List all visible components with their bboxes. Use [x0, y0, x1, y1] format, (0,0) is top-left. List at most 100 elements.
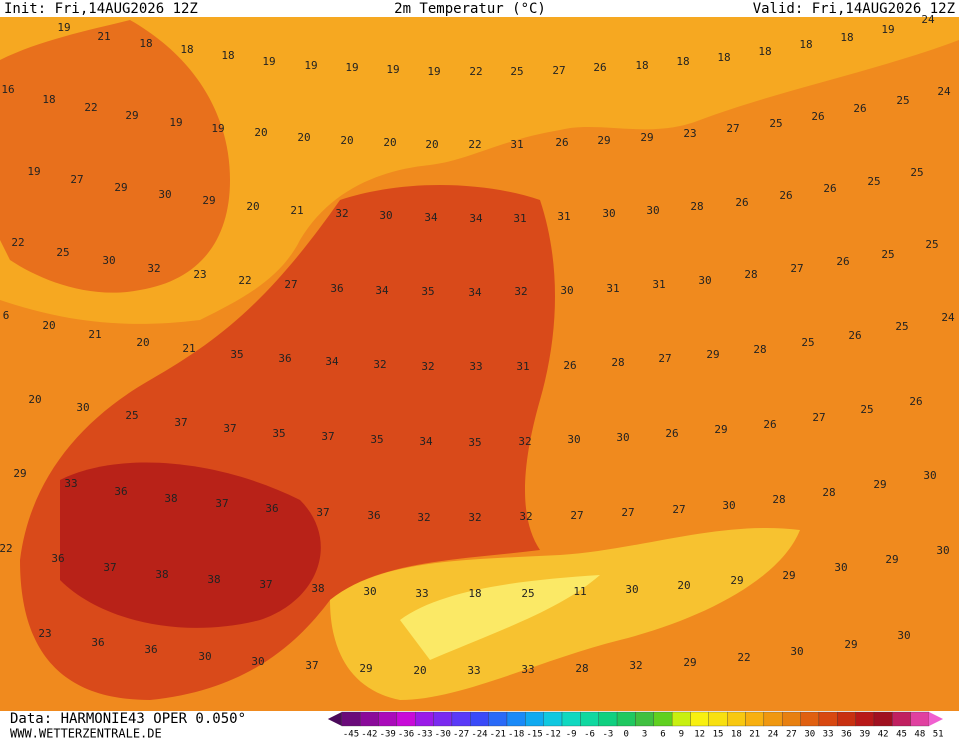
temperature-label: 26 [848, 329, 861, 342]
colorbar-box [653, 711, 673, 727]
temperature-label: 30 [897, 629, 910, 642]
temperature-label: 37 [223, 422, 236, 435]
temperature-label: 30 [602, 207, 615, 220]
britain [0, 20, 230, 293]
temperature-label: 37 [259, 578, 272, 591]
temperature-label: 20 [136, 336, 149, 349]
temperature-label: 37 [305, 659, 318, 672]
temperature-label: 31 [516, 360, 529, 373]
temperature-label: 26 [836, 255, 849, 268]
colorbar-box [341, 711, 361, 727]
temperature-label: 18 [139, 37, 152, 50]
temperature-label: 18 [676, 55, 689, 68]
temperature-label: 25 [56, 246, 69, 259]
colorbar-label: 39 [859, 730, 870, 740]
temperature-label: 37 [316, 506, 329, 519]
temperature-label: 30 [560, 284, 573, 297]
temperature-label: 28 [611, 356, 624, 369]
temperature-label: 18 [840, 31, 853, 44]
temperature-label: 36 [51, 552, 64, 565]
temperature-label: 25 [860, 403, 873, 416]
temperature-label: 30 [646, 204, 659, 217]
temperature-label: 30 [102, 254, 115, 267]
temperature-label: 26 [563, 359, 576, 372]
colorbar-box [708, 711, 728, 727]
temperature-label: 27 [672, 503, 685, 516]
temperature-label: 34 [424, 211, 438, 224]
colorbar-label: 9 [679, 730, 684, 740]
temperature-label: 24 [941, 311, 955, 324]
temperature-label: 26 [811, 110, 824, 123]
temperature-label: 34 [468, 286, 482, 299]
temperature-label: 28 [690, 200, 703, 213]
temperature-label: 30 [379, 209, 392, 222]
temperature-label: 30 [158, 188, 171, 201]
temperature-label: 27 [658, 352, 671, 365]
colorbar-box [800, 711, 820, 727]
temperature-label: 22 [238, 274, 251, 287]
colorbar-label: 27 [786, 730, 797, 740]
colorbar: -45 -42 -39 -36 -33 -30 -27 -24 -21 -18 -15 -12 -9 -6… [327, 711, 944, 740]
temperature-label: 20 [425, 138, 438, 151]
temperature-label: 18 [468, 587, 481, 600]
temperature-label: 29 [706, 348, 719, 361]
temperature-label: 25 [510, 65, 523, 78]
colorbar-box [360, 711, 379, 727]
temperature-label: 28 [744, 268, 757, 281]
temperature-label: 33 [64, 477, 77, 490]
temperature-label: 32 [417, 511, 430, 524]
temperature-label: 30 [936, 544, 949, 557]
colorbar-box [855, 711, 875, 727]
temperature-label: 33 [467, 664, 480, 677]
temperature-labels: 19 21 18 18 18 19 19 19 19 19 22 25 27 26 18 18 18 18 18 18… [0, 13, 955, 677]
colorbar-label: -9 [566, 730, 577, 740]
colorbar-label: -27 [453, 730, 469, 740]
colorbar-label: -36 [398, 730, 414, 740]
colorbar-label: -18 [508, 730, 524, 740]
colorbar-box [525, 711, 544, 727]
temperature-label: 32 [519, 510, 532, 523]
colorbar-box [451, 711, 471, 727]
temperature-label: 25 [801, 336, 814, 349]
temperature-label: 37 [103, 561, 116, 574]
colorbar-arrow [929, 712, 944, 726]
temperature-label: 19 [211, 122, 224, 135]
colorbar-label: -45 [343, 730, 359, 740]
colorbar-box [818, 711, 838, 727]
colorbar-box [396, 711, 416, 727]
temperature-label: 27 [552, 64, 565, 77]
colorbar-label: 0 [624, 730, 629, 740]
temperature-label: 18 [758, 45, 771, 58]
temperature-label: 18 [180, 43, 193, 56]
temperature-label: 21 [290, 204, 303, 217]
temperature-label: 11 [573, 585, 586, 598]
temperature-label: 24 [937, 85, 951, 98]
temperature-label: 29 [640, 131, 653, 144]
temperature-label: 30 [698, 274, 711, 287]
temperature-label: 19 [27, 165, 40, 178]
temperature-label: 19 [262, 55, 275, 68]
temperature-label: 26 [735, 196, 748, 209]
temperature-label: 25 [867, 175, 880, 188]
temperature-label: 35 [272, 427, 285, 440]
temperature-label: 29 [844, 638, 857, 651]
temperature-label: 28 [575, 662, 588, 675]
colorbar-box [378, 711, 398, 727]
colorbar-label: 33 [823, 730, 834, 740]
colorbar-box [782, 711, 801, 727]
temperature-label: 25 [881, 248, 894, 261]
temperature-label: 19 [304, 59, 317, 72]
temperature-label: 30 [198, 650, 211, 663]
colorbar-box [433, 711, 453, 727]
temperature-label: 37 [215, 497, 228, 510]
temperature-label: 25 [925, 238, 938, 251]
temperature-label: 22 [737, 651, 750, 664]
temperature-label: 22 [11, 236, 24, 249]
temperature-label: 38 [155, 568, 168, 581]
temperature-label: 38 [311, 582, 324, 595]
temperature-label: 36 [144, 643, 157, 656]
temperature-label: 28 [753, 343, 766, 356]
temperature-label: 30 [722, 499, 735, 512]
temperature-label: 18 [221, 49, 234, 62]
